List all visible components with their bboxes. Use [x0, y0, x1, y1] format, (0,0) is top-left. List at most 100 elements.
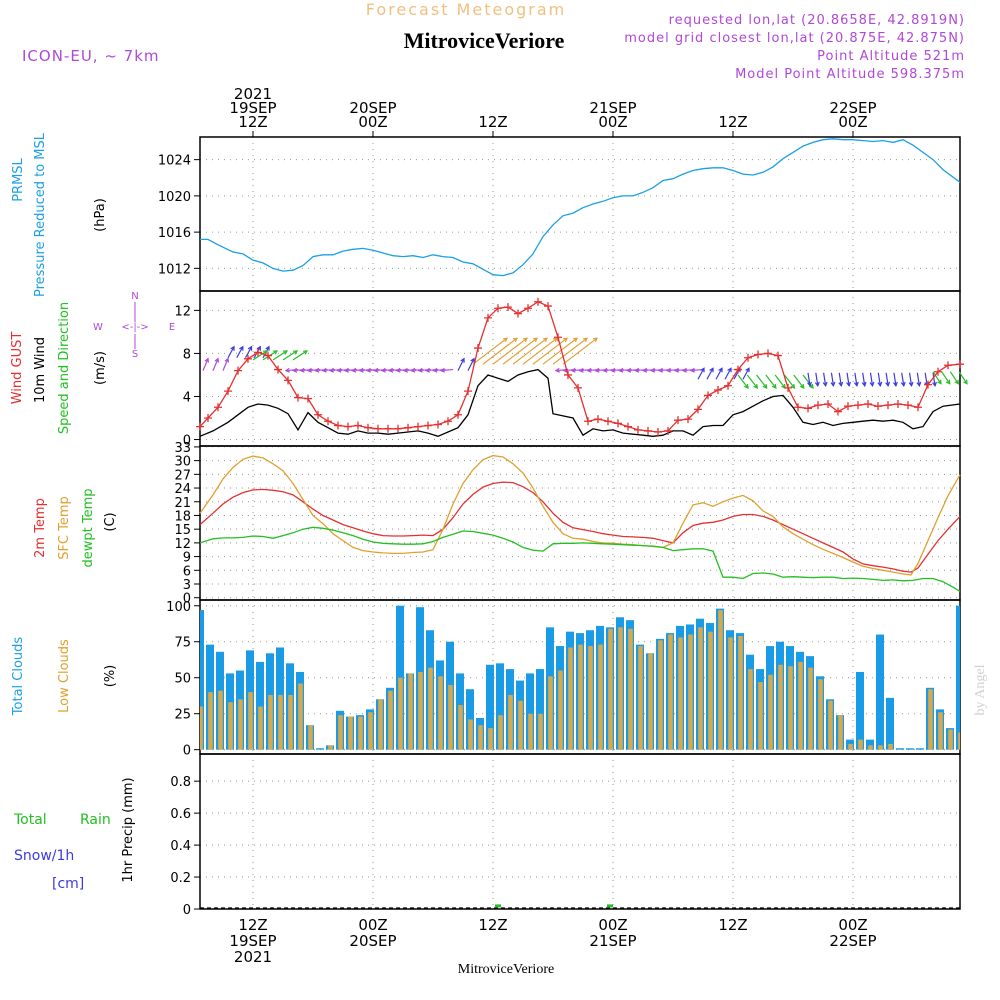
low-cloud-bar: [418, 671, 423, 750]
wind-direction-arrowhead: [572, 337, 578, 343]
wind-gust-marker: [924, 380, 932, 389]
low-cloud-bar: [428, 667, 433, 750]
wind-gust-marker: [424, 421, 432, 430]
wind-direction-arrowhead: [292, 367, 298, 373]
time-label-bottom: 2021: [234, 948, 272, 966]
low-cloud-bar: [608, 628, 613, 750]
wind-direction-arrowhead: [262, 350, 269, 355]
precip-rain-label: Rain: [80, 812, 111, 828]
wind-direction-arrow: [949, 371, 959, 385]
wind-direction-arrow: [212, 358, 219, 371]
total-cloud-bar: [876, 634, 884, 750]
wind-direction-arrow: [737, 374, 749, 389]
low-clouds-label: Low Clouds: [57, 639, 72, 713]
wind-direction-arrow: [272, 350, 288, 361]
wind-gust-marker: [754, 350, 762, 359]
low-cloud-bar: [368, 712, 373, 750]
wind-direction-arrowhead: [439, 367, 445, 373]
clouds-ytick-label: 50: [174, 672, 191, 687]
wind-direction-arrow: [823, 372, 827, 386]
low-cloud-bar: [558, 670, 563, 750]
low-cloud-bar: [468, 719, 473, 750]
low-cloud-bar: [948, 729, 953, 750]
wind-direction-arrow: [756, 374, 768, 389]
low-cloud-bar: [568, 647, 573, 750]
temp-line-temp: [199, 481, 961, 573]
wind-gust-marker: [914, 403, 922, 412]
precip-snow-label: Snow/1h: [14, 848, 74, 864]
wind-direction-arrowhead: [321, 367, 327, 373]
time-label-top: 20SEP: [349, 99, 396, 117]
low-cloud-bar: [248, 692, 253, 750]
wind-direction-arrow: [330, 368, 343, 372]
pressure-label-1: PRMSL: [11, 157, 26, 201]
low-cloud-bar: [528, 713, 533, 750]
footer-location: MitroviceVeriore: [458, 962, 554, 977]
pressure-ytick-label: 1016: [158, 226, 191, 241]
wind-direction-arrowhead: [877, 381, 883, 388]
wind-direction-arrowhead: [204, 357, 209, 363]
time-label-top: 19SEP: [229, 99, 276, 117]
wind-direction-arrowhead: [753, 383, 759, 390]
direction-label: Speed and Direction: [57, 302, 72, 434]
time-label-bottom: 00Z: [358, 916, 387, 934]
wind-direction-arrowhead: [586, 367, 592, 373]
wind-direction-arrow: [244, 346, 253, 359]
wind-gust-marker: [794, 403, 802, 412]
wind-gust-marker: [934, 367, 942, 376]
wind-direction-arrowhead: [634, 367, 640, 373]
compass-s: S: [132, 349, 138, 360]
wind-label: 10m Wind: [33, 337, 48, 403]
wind-direction-arrowhead: [256, 345, 261, 351]
wind-gust-marker: [384, 424, 392, 433]
low-cloud-bar: [398, 677, 403, 750]
wind-direction-arrow: [411, 368, 424, 372]
wind-gust-marker: [544, 302, 552, 311]
wind-gust-marker: [624, 422, 632, 431]
wind-direction-arrowhead: [626, 367, 632, 373]
pressure-ytick-label: 1012: [158, 262, 191, 277]
wind-direction-arrow: [774, 374, 786, 389]
wind-direction-arrowhead: [809, 383, 814, 390]
time-label-top: 12Z: [718, 113, 747, 131]
precip-frame: [199, 753, 961, 910]
wind-direction-arrow: [352, 368, 365, 372]
low-cloud-bar: [698, 627, 703, 750]
low-cloud-bar: [768, 674, 773, 750]
low-cloud-bar: [818, 679, 823, 750]
wind-speed-line: [199, 368, 961, 437]
temp-ytick-label: 33: [174, 441, 191, 456]
time-label-bottom: 21SEP: [589, 932, 636, 950]
wind-direction-arrowhead: [424, 367, 431, 373]
wind-direction-arrow: [932, 371, 942, 385]
wind-direction-arrow: [396, 368, 409, 372]
wind-ytick-label: 12: [174, 304, 191, 319]
wind-direction-arrow: [282, 350, 298, 361]
wind-direction-arrow: [202, 358, 209, 371]
low-cloud-bar: [548, 676, 553, 750]
wind-direction-arrow: [697, 367, 705, 380]
low-cloud-bar: [498, 715, 503, 750]
wind-direction-arrow: [292, 350, 308, 361]
pressure-unit: (hPa): [93, 198, 108, 232]
wind-gust-marker: [664, 426, 672, 435]
wind-direction-arrow: [552, 337, 588, 365]
temp-ytick-label: 0: [183, 592, 191, 607]
wind-gust-marker: [844, 402, 852, 411]
pressure-ytick-label: 1020: [158, 190, 191, 205]
wind-direction-arrow: [472, 337, 508, 365]
wind-direction-arrow: [715, 367, 723, 380]
low-cloud-bar: [938, 712, 943, 750]
clouds-unit: (%): [103, 665, 118, 688]
wind-direction-arrow: [958, 371, 968, 385]
wind-gust-marker: [304, 394, 312, 403]
wind-direction-arrowhead: [937, 379, 942, 385]
wind-gust-marker: [814, 401, 822, 410]
wind-direction-arrowhead: [602, 367, 608, 373]
low-cloud-bar: [598, 644, 603, 750]
wind-direction-arrowhead: [700, 367, 705, 373]
wind-direction-arrowhead: [744, 383, 749, 390]
time-label-top: 00Z: [598, 113, 627, 131]
